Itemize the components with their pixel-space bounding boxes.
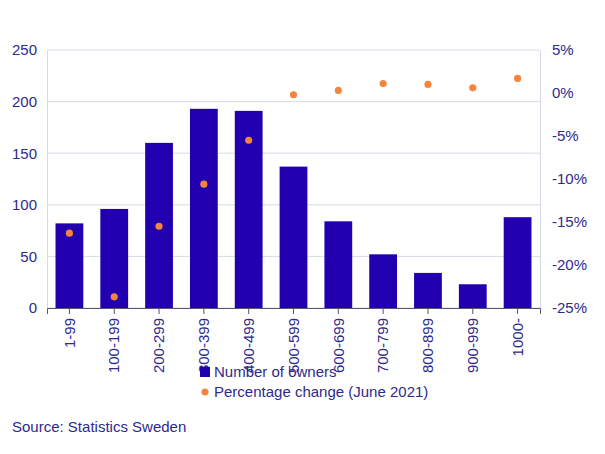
legend-item: Percentage change (June 2021) (202, 383, 429, 400)
axis-line (48, 309, 541, 315)
tick: 800-899 (419, 308, 436, 373)
tick-label: 150 (12, 145, 37, 162)
point (469, 84, 476, 91)
point (380, 80, 387, 87)
tick-label: 0% (552, 84, 574, 101)
tick: 700-799 (374, 308, 391, 373)
tick-label: -10% (552, 170, 587, 187)
grid-line (47, 50, 540, 51)
point (424, 81, 431, 88)
tick-mark (338, 308, 339, 314)
tick: 300-399 (195, 308, 212, 373)
legend-label: Number of owners (214, 363, 337, 380)
bar (324, 221, 352, 308)
tick-mark (114, 308, 115, 314)
tick: 50 (20, 248, 47, 265)
tick-label: -25% (552, 299, 587, 316)
tick: 1-99 (61, 308, 78, 348)
grid-line (47, 101, 540, 102)
tick: 1000- (509, 308, 526, 356)
bar (369, 254, 397, 308)
bar (56, 223, 84, 308)
source: Source: Statistics Sweden (12, 418, 186, 435)
axis-line (540, 51, 541, 309)
tick: 5% (540, 41, 574, 58)
chart: 0 50 100 150 200 250 -25% -20% -15% -10% -5% 0% 5% 1-… (0, 0, 605, 454)
point (111, 293, 118, 300)
legend-swatch (200, 367, 210, 377)
tick: -25% (540, 299, 587, 316)
tick: 150 (12, 145, 47, 162)
point (290, 91, 297, 98)
grid (47, 50, 540, 308)
bar (414, 273, 442, 308)
tick: 0% (540, 84, 574, 101)
tick-mark (472, 308, 473, 314)
tick-label: 250 (12, 41, 37, 58)
tick-label: 200-299 (150, 318, 167, 373)
tick: 100-199 (105, 308, 122, 373)
grid-line (47, 153, 540, 154)
tick-label: 1-99 (61, 318, 78, 348)
tick-mark (203, 308, 204, 314)
bar (190, 109, 218, 308)
bar (504, 217, 532, 308)
tick-label: 200 (12, 93, 37, 110)
point (66, 230, 73, 237)
marks (56, 75, 532, 308)
bar (100, 209, 128, 308)
tick-label: 5% (552, 41, 574, 58)
tick: -5% (540, 127, 579, 144)
series (56, 109, 532, 308)
tick-mark (248, 308, 249, 314)
y-axis: 0 50 100 150 200 250 (12, 41, 48, 316)
tick: 100 (12, 196, 47, 213)
point (514, 75, 521, 82)
tick: 900-999 (464, 308, 481, 373)
y2-axis: -25% -20% -15% -10% -5% 0% 5% (540, 41, 587, 316)
tick: 250 (12, 41, 47, 58)
legend-swatch (202, 389, 209, 396)
tick-label: -5% (552, 127, 579, 144)
legend-item: Number of owners (200, 363, 337, 380)
tick-label: 50 (20, 248, 37, 265)
tick-label: 800-899 (419, 318, 436, 373)
tick-label: -15% (552, 213, 587, 230)
tick-mark (427, 308, 428, 314)
tick-mark (517, 308, 518, 314)
tick: -20% (540, 256, 587, 273)
tick-mark (69, 308, 70, 314)
tick-label: 1000- (509, 318, 526, 356)
bar (235, 111, 263, 308)
bar (145, 143, 173, 308)
point (155, 223, 162, 230)
tick: 0 (29, 299, 47, 316)
tick-label: 0 (29, 299, 37, 316)
series (66, 75, 521, 301)
tick: -10% (540, 170, 587, 187)
tick-label: 900-999 (464, 318, 481, 373)
tick-label: 700-799 (374, 318, 391, 373)
point (245, 137, 252, 144)
legend-label: Percentage change (June 2021) (214, 383, 428, 400)
point (335, 87, 342, 94)
legend: Number of owners Percentage change (June … (200, 363, 428, 400)
tick: -15% (540, 213, 587, 230)
bar (459, 284, 487, 308)
tick: 200-299 (150, 308, 167, 373)
tick-label: 100 (12, 196, 37, 213)
tick: 200 (12, 93, 47, 110)
tick-label: 300-399 (195, 318, 212, 373)
tick-label: 100-199 (105, 318, 122, 373)
tick-mark (293, 308, 294, 314)
bar (280, 167, 308, 308)
point (200, 181, 207, 188)
axis-line (47, 51, 48, 309)
tick-mark (383, 308, 384, 314)
tick-mark (159, 308, 160, 314)
tick-label: -20% (552, 256, 587, 273)
plot-area: 0 50 100 150 200 250 -25% -20% -15% -10% -5% 0% 5% 1-… (12, 41, 587, 373)
